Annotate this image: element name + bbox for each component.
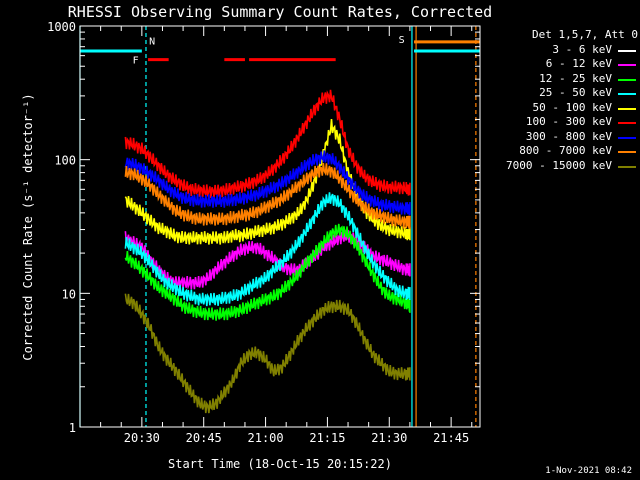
x-tick-label: 21:45 bbox=[433, 431, 469, 445]
legend-swatch bbox=[618, 122, 636, 124]
legend-label: 25 - 50 keV bbox=[539, 86, 612, 99]
legend-entry: 3 - 6 keV bbox=[482, 43, 638, 58]
legend-swatch bbox=[618, 136, 636, 139]
footer-timestamp: 1-Nov-2021 08:42 bbox=[545, 466, 632, 476]
x-tick-label: 21:15 bbox=[309, 431, 345, 445]
x-tick-label: 21:30 bbox=[371, 431, 407, 445]
x-tick-label: 20:45 bbox=[186, 431, 222, 445]
y-tick-label: 100 bbox=[54, 154, 76, 168]
legend-entry: 50 - 100 keV bbox=[482, 101, 638, 116]
legend-entry: 800 - 7000 keV bbox=[482, 144, 638, 159]
legend-swatch bbox=[618, 49, 636, 52]
annotation-s: S bbox=[399, 35, 405, 46]
legend-entry: 25 - 50 keV bbox=[482, 86, 638, 101]
legend-swatch bbox=[618, 93, 636, 95]
chart-title: RHESSI Observing Summary Count Rates, Co… bbox=[68, 3, 492, 21]
series-line-50-100-kev bbox=[124, 119, 411, 245]
x-axis-label: Start Time (18-Oct-15 20:15:22) bbox=[168, 457, 392, 471]
legend-label: 12 - 25 keV bbox=[539, 71, 612, 85]
legend-label: 6 - 12 keV bbox=[545, 57, 612, 70]
series-line-12-25-kev bbox=[124, 223, 411, 321]
legend-entry: 100 - 300 keV bbox=[482, 115, 638, 130]
legend-label: 7000 - 15000 keV bbox=[506, 158, 612, 172]
legend-swatch bbox=[618, 78, 636, 81]
legend-label: 100 - 300 keV bbox=[525, 115, 612, 128]
legend-entry: 7000 - 15000 keV bbox=[482, 159, 638, 174]
legend-swatch bbox=[618, 151, 636, 153]
legend-swatch bbox=[618, 64, 636, 66]
y-tick-label: 1000 bbox=[47, 20, 76, 34]
series-line-7000-15000-kev bbox=[124, 293, 411, 414]
legend-label: 300 - 800 keV bbox=[525, 129, 612, 143]
legend-title: Det 1,5,7, Att 0 bbox=[532, 28, 638, 41]
legend-entry: 12 - 25 keV bbox=[482, 72, 638, 87]
axes: 1 10 100 1000 20:30 20:45 21:00 21:15 21:30 21:45 bbox=[47, 20, 481, 445]
plot-frame bbox=[79, 25, 481, 428]
x-tick-label: 21:00 bbox=[248, 431, 284, 445]
y-axis-label: Corrected Count Rate (s⁻¹ detector⁻¹) bbox=[21, 93, 35, 360]
series-line-100-300-kev bbox=[124, 89, 411, 198]
annotation-n: N bbox=[149, 36, 155, 47]
legend-items: 3 - 6 keV 6 - 12 keV 12 - 25 keV 25 - 50 ke… bbox=[482, 43, 638, 174]
y-tick-label: 1 bbox=[69, 421, 76, 435]
legend-label: 3 - 6 keV bbox=[552, 42, 612, 56]
y-tick-label: 10 bbox=[62, 287, 76, 301]
legend-label: 800 - 7000 keV bbox=[519, 144, 612, 157]
legend-swatch bbox=[618, 107, 636, 110]
legend-swatch bbox=[618, 165, 636, 168]
series-line-300-800-kev bbox=[124, 150, 411, 216]
legend: Det 1,5,7, Att 0 3 - 6 keV 6 - 12 keV 12 -… bbox=[482, 28, 638, 173]
x-tick-label: 20:30 bbox=[124, 431, 160, 445]
series-line-800-7000-kev bbox=[124, 163, 411, 229]
legend-entry: 300 - 800 keV bbox=[482, 130, 638, 145]
annotation-f: F bbox=[133, 56, 139, 67]
legend-label: 50 - 100 keV bbox=[532, 100, 612, 114]
legend-entry: 6 - 12 keV bbox=[482, 57, 638, 72]
series-line-25-50-kev bbox=[124, 192, 411, 307]
